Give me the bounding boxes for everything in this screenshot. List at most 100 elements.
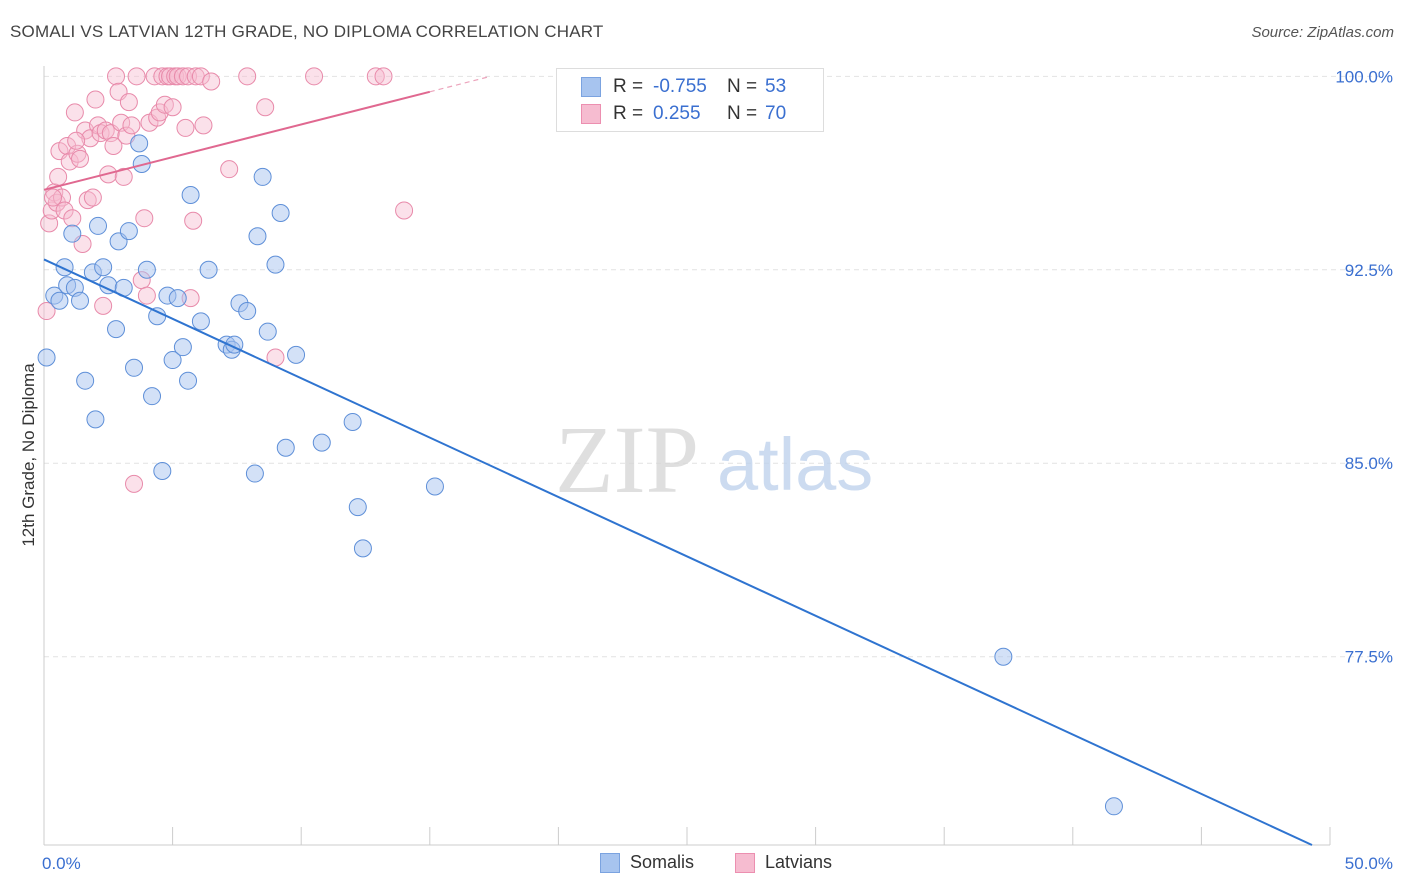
somali-point — [37, 348, 56, 367]
legend-label: Latvians — [765, 852, 833, 872]
somali-point — [76, 371, 95, 390]
somali-point — [248, 227, 267, 246]
x-tick-labels: 0.0% 50.0% — [42, 854, 1393, 873]
latvian-point — [65, 103, 84, 122]
somali-point — [94, 258, 113, 277]
somali-point — [143, 387, 162, 406]
somali-point — [107, 320, 126, 339]
somali-trend-line — [43, 258, 1313, 846]
latvian-point — [68, 144, 87, 163]
somali-point — [253, 167, 272, 186]
somali-point — [312, 433, 331, 452]
somali-point — [153, 461, 172, 480]
latvian-point — [125, 474, 144, 493]
latvian-point — [395, 201, 414, 220]
latvian-point — [49, 167, 68, 186]
somali-point — [1104, 797, 1123, 816]
somali-point — [266, 255, 285, 274]
stats-legend: R = -0.755 N = 53 R = 0.255 N = 70 — [556, 68, 824, 132]
latvian-point — [305, 67, 324, 86]
y-tick-label: 77.5% — [1345, 648, 1393, 667]
somali-point — [86, 410, 105, 429]
latvian-point — [173, 67, 192, 86]
y-tick-labels: 77.5% 85.0% 92.5% 100.0% — [1335, 67, 1393, 666]
latvian-point — [44, 188, 63, 207]
somali-point — [271, 204, 290, 223]
somali-points — [37, 134, 1123, 816]
latvian-point — [191, 67, 210, 86]
latvian-point — [83, 188, 102, 207]
somali-point — [89, 216, 108, 235]
somali-point — [71, 291, 90, 310]
n-value: 53 — [765, 76, 787, 97]
latvian-swatch — [581, 104, 601, 124]
y-axis-label: 12th Grade, No Diploma — [19, 363, 38, 547]
source-label: Source: ZipAtlas.com — [1251, 24, 1394, 41]
r-value: 0.255 — [653, 103, 701, 124]
somali-point — [238, 302, 257, 321]
latvian-point — [114, 167, 133, 186]
somali-point — [50, 291, 69, 310]
somali-point — [168, 289, 187, 308]
somali-point — [119, 222, 138, 241]
latvian-point — [135, 209, 154, 228]
latvian-point — [238, 67, 257, 86]
latvian-point — [37, 302, 56, 321]
latvian-point — [96, 121, 115, 140]
latvian-point — [94, 296, 113, 315]
somali-point — [130, 134, 149, 153]
latvian-point — [107, 67, 126, 86]
legend-item-latvians: Latvians — [735, 852, 832, 873]
chart-title: SOMALI VS LATVIAN 12TH GRADE, NO DIPLOMA… — [10, 22, 604, 41]
somali-point — [199, 260, 218, 279]
somali-point — [287, 345, 306, 364]
latvian-swatch — [735, 852, 755, 873]
series-legend: Somalis Latvians — [0, 852, 1406, 878]
somali-point — [125, 358, 144, 377]
latvian-point — [127, 67, 146, 86]
latvian-point — [86, 90, 105, 109]
legend-label: Somalis — [630, 852, 695, 872]
latvian-point — [104, 136, 123, 155]
latvian-point — [67, 131, 86, 150]
latvian-point — [122, 116, 141, 135]
latvian-point — [55, 201, 74, 220]
latvian-trend-extension — [429, 76, 490, 93]
y-tick-label: 100.0% — [1335, 67, 1393, 86]
latvian-point — [179, 67, 198, 86]
latvian-point — [58, 136, 77, 155]
somali-point — [163, 351, 182, 370]
latvian-point — [119, 93, 138, 112]
somali-point — [63, 224, 82, 243]
latvian-point — [153, 67, 172, 86]
watermark-atlas: atlas — [717, 423, 873, 506]
latvian-point — [168, 67, 187, 86]
n-label: N = — [727, 103, 758, 124]
legend-row-somalis: R = -0.755 N = 53 — [581, 74, 786, 100]
r-label: R = — [613, 103, 644, 124]
somali-point — [148, 307, 167, 326]
latvian-point — [137, 286, 156, 305]
somali-point — [425, 477, 444, 496]
latvian-trend-line — [43, 90, 431, 191]
somali-point — [181, 185, 200, 204]
somali-point — [994, 647, 1013, 666]
n-label: N = — [727, 76, 758, 97]
legend-row-latvians: R = 0.255 N = 70 — [581, 101, 786, 127]
latvian-point — [145, 67, 164, 86]
latvian-point — [184, 211, 203, 230]
somali-swatch — [581, 77, 601, 97]
trend-lines — [43, 76, 1313, 846]
legend-item-somalis: Somalis — [600, 852, 694, 873]
latvian-point — [78, 191, 97, 210]
latvian-points — [37, 67, 414, 493]
somali-point — [179, 371, 198, 390]
somali-point — [348, 498, 367, 517]
latvian-point — [60, 152, 79, 171]
somali-point — [353, 539, 372, 558]
somali-point — [191, 312, 210, 331]
somali-point — [276, 438, 295, 457]
latvian-point — [194, 116, 213, 135]
somali-point — [173, 338, 192, 357]
somali-swatch — [600, 852, 620, 873]
